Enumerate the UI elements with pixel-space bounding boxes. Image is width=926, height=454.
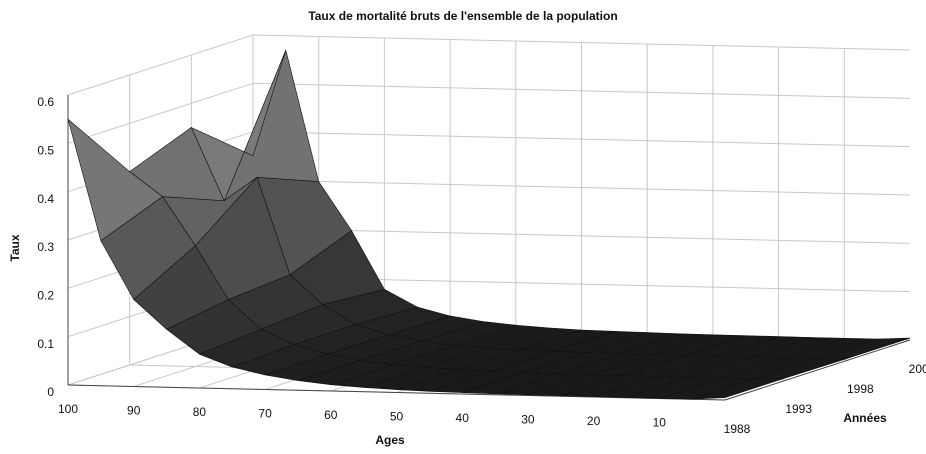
y-tick-label: 1998 — [847, 382, 874, 396]
x-tick-label: 20 — [587, 414, 601, 428]
grid-line — [67, 82, 254, 144]
x-tick-label: 90 — [127, 404, 141, 418]
x-tick-label: 50 — [390, 410, 404, 424]
z-tick-label: 0.6 — [37, 95, 54, 109]
z-tick-label: 0.2 — [37, 289, 54, 303]
z-axis-label: Taux — [8, 234, 22, 261]
grid-line — [67, 34, 254, 96]
x-tick-label: 70 — [258, 407, 272, 421]
z-tick-label: 0.5 — [37, 144, 54, 158]
z-tick-label: 0.1 — [37, 337, 54, 351]
surface-patch — [223, 49, 320, 202]
x-axis-label: Ages — [375, 433, 405, 447]
y-tick-label: 1988 — [724, 422, 751, 436]
x-tick-label: 10 — [653, 416, 667, 430]
chart-title: Taux de mortalité bruts de l'ensemble de… — [308, 9, 617, 23]
x-tick-label: 60 — [324, 408, 338, 422]
y-axis-label: Années — [843, 411, 887, 425]
surface-patch — [67, 118, 164, 242]
x-tick-label: 40 — [456, 411, 470, 425]
x-tick-label: 30 — [521, 413, 535, 427]
y-tick-label: 2003 — [909, 362, 926, 376]
axis-line — [67, 384, 726, 401]
x-tick-label: 80 — [193, 405, 207, 419]
z-tick-label: 0.3 — [37, 240, 54, 254]
axis-line — [724, 339, 911, 401]
x-tick-label: 100 — [58, 402, 78, 416]
z-tick-label: 0 — [47, 385, 54, 399]
y-tick-label: 1993 — [785, 402, 812, 416]
z-tick-label: 0.4 — [37, 192, 54, 206]
